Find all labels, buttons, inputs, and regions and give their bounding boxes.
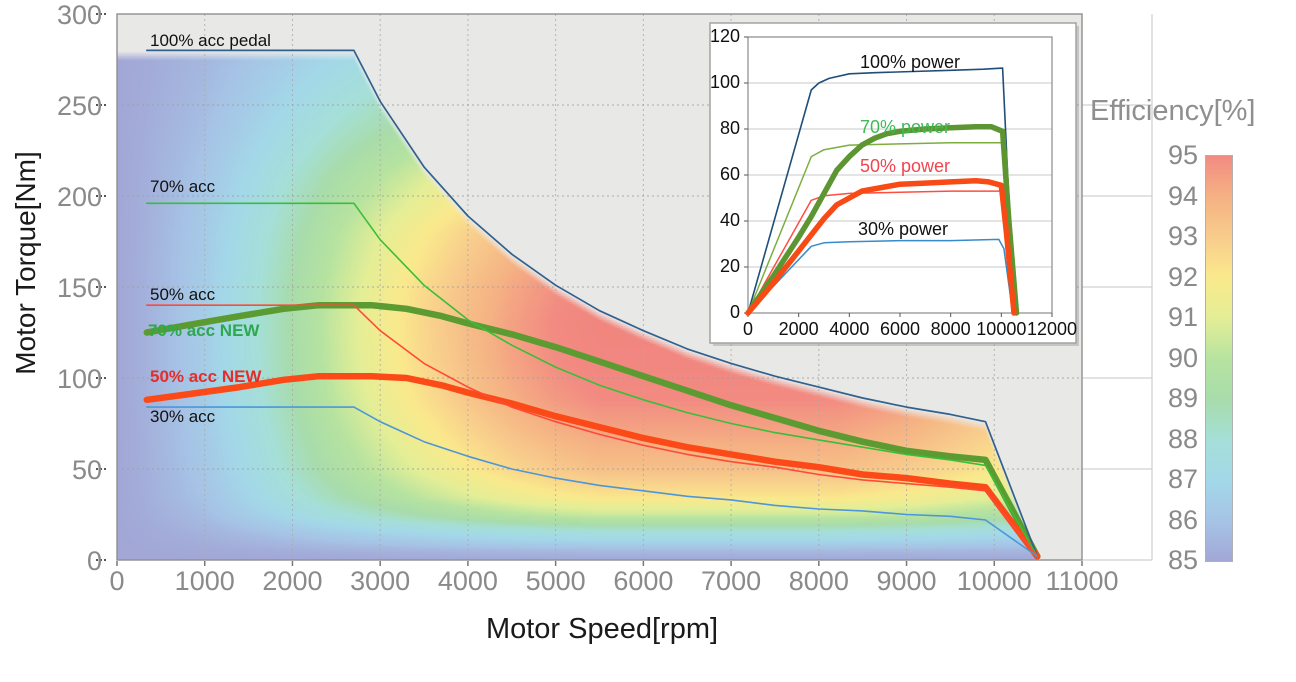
colorbar-tick-label: 88 — [1167, 423, 1198, 454]
inset-x-tick-label: 0 — [742, 319, 753, 339]
inset-x-tick-label: 4000 — [829, 319, 870, 339]
x-tick-label: 3000 — [350, 566, 411, 596]
colorbar-tick-label: 89 — [1167, 383, 1198, 413]
curve-label-50-acc-new: 50% acc NEW — [149, 366, 262, 386]
inset-y-tick-label: 20 — [719, 256, 740, 276]
inset-x-tick-label: 2000 — [778, 319, 819, 339]
efficiency-colorbar — [1205, 155, 1233, 562]
colorbar-tick-label: 95 — [1167, 140, 1198, 170]
inset-y-tick-label: 80 — [719, 118, 740, 138]
y-tick-label: 50 — [71, 455, 102, 485]
inset-y-tick-label: 0 — [729, 302, 740, 322]
x-axis-title: Motor Speed[rpm] — [485, 613, 719, 645]
y-axis-title: Motor Torque[Nm] — [10, 151, 41, 375]
colorbar-tick-label: 92 — [1167, 261, 1198, 292]
inset-curve-70-power-new — [745, 123, 1020, 316]
y-tick-label: 150 — [56, 273, 102, 303]
inset-curve-50-power-new — [745, 178, 1017, 316]
x-tick-label: 9000 — [876, 566, 937, 596]
curve-label-30-acc: 30% acc — [149, 407, 216, 427]
inset-curve-label-50-power: 50% power — [859, 155, 951, 176]
inset-x-tick-label: 6000 — [879, 319, 921, 339]
x-tick-label: 0 — [109, 566, 125, 596]
y-tick-label: 250 — [56, 91, 102, 121]
y-tick-label: 200 — [56, 182, 102, 212]
x-tick-label: 1000 — [174, 566, 235, 596]
inset-curve-label-70-power: 70% power — [859, 116, 951, 137]
colorbar-tick-label: 85 — [1167, 545, 1198, 575]
curve-100-acc-pedal — [145, 49, 1039, 558]
curve-50-acc — [146, 304, 1039, 558]
plot-border — [116, 13, 1083, 561]
x-tick-label: 5000 — [525, 566, 586, 596]
curve-30-acc — [146, 406, 1039, 558]
main-frame — [96, 13, 1083, 566]
inset-x-tick-label: 10000 — [976, 319, 1027, 339]
x-tick-label: 7000 — [701, 566, 762, 596]
x-tick-label: 10000 — [956, 566, 1032, 596]
colorbar-tick-label: 87 — [1167, 464, 1198, 494]
curve-label-100-acc-pedal: 100% acc pedal — [149, 31, 271, 51]
colorbar-title: Efficiency[%] — [1090, 95, 1256, 127]
curve-70-acc-new — [143, 301, 1041, 560]
curve-label-70-acc-new: 70% acc NEW — [147, 320, 260, 340]
x-tick-label: 8000 — [788, 566, 849, 596]
inset-x-tick-label: 12000 — [1026, 319, 1078, 339]
x-tick-label: 4000 — [437, 566, 498, 596]
y-tick-label: 300 — [56, 0, 102, 30]
curve-50-acc-new — [143, 372, 1041, 560]
colorbar-tick-label: 93 — [1167, 221, 1198, 251]
colorbar-tick-label: 86 — [1167, 504, 1198, 535]
colorbar-tick-label: 91 — [1167, 302, 1198, 332]
x-tick-label: 11000 — [1045, 566, 1119, 596]
inset-y-tick-label: 40 — [719, 210, 740, 230]
right-margin-grid — [1082, 14, 1153, 561]
inset-curve-100-power — [747, 67, 1017, 314]
inset-curve-label-30-power: 30% power — [857, 218, 948, 239]
inset-y-tick-label: 100 — [709, 72, 740, 92]
curve-70-acc — [146, 202, 1039, 558]
y-tick-label: 100 — [56, 364, 102, 394]
main-curves — [143, 49, 1041, 560]
x-tick-label: 6000 — [613, 566, 674, 596]
inset-y-tick-label: 120 — [709, 26, 740, 46]
inset-curve-label-100-power: 100% power — [859, 52, 961, 73]
inset-curve-30-power — [747, 238, 1014, 314]
inset-power-chart — [709, 22, 1079, 346]
colorbar-tick-label: 94 — [1167, 180, 1198, 211]
curve-label-50-acc: 50% acc — [149, 285, 216, 305]
y-tick-label: 0 — [86, 546, 102, 576]
inset-x-tick-label: 8000 — [930, 319, 971, 339]
curve-label-70-acc: 70% acc — [149, 176, 216, 196]
x-tick-label: 2000 — [262, 566, 323, 596]
colorbar-tick-label: 90 — [1167, 342, 1198, 373]
inset-y-tick-label: 60 — [719, 164, 740, 184]
